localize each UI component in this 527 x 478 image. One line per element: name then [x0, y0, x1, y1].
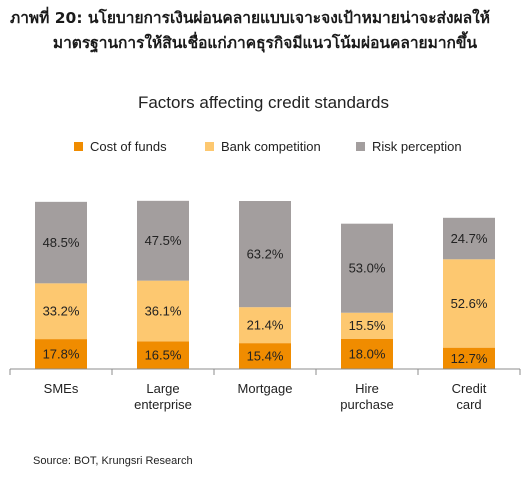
data-label-credit-card-cost-of-funds: 12.7% — [451, 351, 488, 366]
data-label-hire-purchase-bank-competition: 15.5% — [349, 318, 386, 333]
x-tick-label-large-enterprise: enterprise — [134, 397, 192, 412]
bar-large-enterprise-cost-of-funds — [137, 341, 189, 369]
source-note: Source: BOT, Krungsri Research — [33, 455, 193, 467]
x-tick-label-credit-card: Credit — [452, 381, 487, 396]
legend-item-risk-perception: Risk perception — [356, 137, 462, 155]
bar-credit-card-bank-competition — [443, 259, 495, 348]
data-label-large-enterprise-cost-of-funds: 16.5% — [145, 348, 182, 363]
data-label-smes-risk-perception: 48.5% — [43, 235, 80, 250]
legend-item-bank-competition: Bank competition — [205, 137, 321, 155]
x-tick-label-hire-purchase: purchase — [340, 397, 393, 412]
legend-swatch-cost-of-funds — [74, 141, 83, 151]
data-label-credit-card-risk-perception: 24.7% — [451, 231, 488, 246]
bar-hire-purchase-risk-perception — [341, 223, 393, 313]
x-tick-label-large-enterprise: Large — [146, 381, 179, 396]
data-label-mortgage-cost-of-funds: 15.4% — [247, 349, 284, 364]
x-tick-label-smes: SMEs — [44, 381, 79, 396]
legend-label-bank-competition: Bank competition — [221, 138, 321, 154]
data-label-hire-purchase-cost-of-funds: 18.0% — [349, 346, 386, 361]
legend-label-risk-perception: Risk perception — [372, 138, 462, 154]
legend-swatch-risk-perception — [356, 141, 365, 151]
data-label-smes-bank-competition: 33.2% — [43, 304, 80, 319]
chart-title: Factors affecting credit standards — [137, 93, 390, 112]
bar-smes-bank-competition — [35, 283, 87, 340]
figure-title-line-1: ภาพที่ 20: นโยบายการเงินผ่อนคลายแบบเจาะจ… — [10, 9, 490, 27]
legend-item-cost-of-funds: Cost of funds — [74, 137, 167, 155]
x-tick-label-hire-purchase: Hire — [355, 381, 379, 396]
legend: Cost of funds Bank competition Risk perc… — [74, 137, 494, 155]
data-label-hire-purchase-risk-perception: 53.0% — [349, 261, 386, 276]
data-label-mortgage-bank-competition: 21.4% — [247, 318, 284, 333]
bar-credit-card-cost-of-funds — [443, 347, 495, 369]
bar-credit-card-risk-perception — [443, 217, 495, 260]
figure-title-line-2: มาตรฐานการให้สินเชื่อแก่ภาคธุรกิจมีแนวโน… — [52, 34, 478, 52]
data-label-mortgage-risk-perception: 63.2% — [247, 247, 284, 262]
bar-smes-cost-of-funds — [35, 339, 87, 369]
x-tick-label-credit-card: card — [456, 397, 481, 412]
legend-label-cost-of-funds: Cost of funds — [90, 138, 167, 154]
x-tick-label-mortgage: Mortgage — [238, 381, 293, 396]
data-label-credit-card-bank-competition: 52.6% — [451, 296, 488, 311]
bar-mortgage-cost-of-funds — [239, 343, 291, 369]
legend-swatch-bank-competition — [205, 141, 214, 151]
bar-large-enterprise-bank-competition — [137, 280, 189, 342]
data-label-large-enterprise-bank-competition: 36.1% — [145, 303, 182, 318]
bar-smes-risk-perception — [35, 201, 87, 284]
bar-mortgage-bank-competition — [239, 307, 291, 344]
bar-large-enterprise-risk-perception — [137, 200, 189, 281]
bar-hire-purchase-bank-competition — [341, 312, 393, 339]
bar-mortgage-risk-perception — [239, 201, 291, 308]
data-label-large-enterprise-risk-perception: 47.5% — [145, 233, 182, 248]
bar-hire-purchase-cost-of-funds — [341, 338, 393, 369]
data-label-smes-cost-of-funds: 17.8% — [43, 347, 80, 362]
